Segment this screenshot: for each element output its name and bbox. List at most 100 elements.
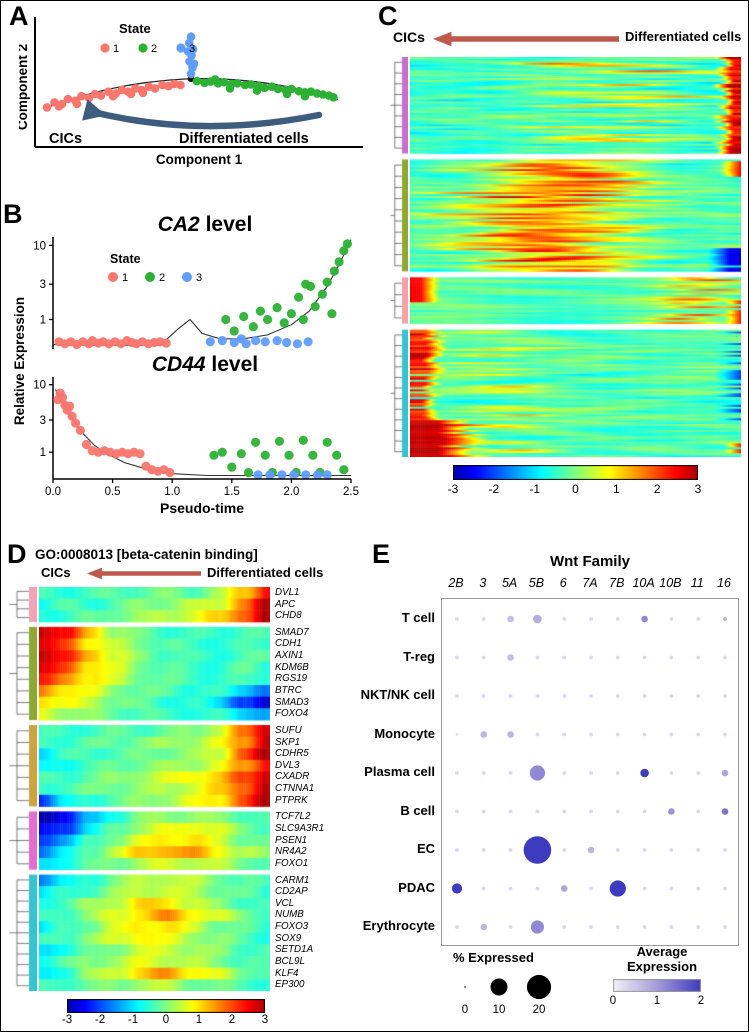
colorbar-tick: -2	[488, 482, 500, 496]
panel-d-label: D	[7, 539, 27, 569]
pct-expressed-legend-title: % Expressed	[453, 950, 534, 965]
colorbar-tick: 0	[572, 482, 579, 496]
svg-text:2: 2	[159, 272, 165, 284]
gene-label: SOX9	[275, 932, 302, 944]
svg-text:1: 1	[113, 43, 119, 55]
svg-text:CA2 level: CA2 level	[158, 213, 253, 236]
cell-type-label: EC	[416, 841, 435, 856]
gene-label: NUMB	[275, 909, 304, 921]
gene-label: CDHR5	[275, 748, 309, 760]
gene-label: KDM6B	[275, 661, 309, 673]
colorbar-tick: -3	[447, 482, 459, 496]
panel-c-cics-label: CICs	[393, 29, 425, 45]
cell-type-label: T cell	[401, 610, 435, 625]
wnt-column-header: 10B	[659, 576, 682, 590]
svg-text:0.5: 0.5	[105, 486, 121, 498]
svg-text:1: 1	[122, 272, 128, 284]
colorbar-tick: -2	[94, 1014, 106, 1026]
gene-label: FOXO3	[275, 921, 309, 932]
gene-label: CARM1	[275, 874, 310, 886]
expression-color-scale	[613, 979, 701, 992]
svg-text:Differentiated cells: Differentiated cells	[179, 131, 309, 147]
gene-label: DVL3	[275, 759, 300, 771]
svg-text:2.5: 2.5	[343, 486, 359, 498]
svg-text:10: 10	[33, 380, 46, 392]
left-arrow-icon	[433, 31, 619, 47]
svg-text:CD44 level: CD44 level	[152, 353, 258, 376]
cell-type-label: T-reg	[403, 648, 435, 664]
colorbar-tick: 0	[162, 1014, 170, 1026]
panel-d-diff-label: Differentiated cells	[207, 565, 324, 580]
cell-type-label: PDAC	[398, 879, 435, 895]
panel-d-gene-labels: DVL1 APC CHD8 SMAD7 CDH1 AXIN1 KDM6B RGS19 BTRC S…	[273, 587, 353, 991]
gene-label: TCF7L2	[275, 811, 311, 823]
panel-d-title: GO:0008013 [beta-catenin binding]	[35, 547, 258, 562]
panel-e-label: E	[372, 539, 391, 569]
avg-expression-legend-line2: Expression	[626, 958, 698, 974]
colorbar-tick: 3	[261, 1014, 269, 1026]
colorbar-tick: 2	[653, 482, 661, 496]
gene-label: SETD1A	[275, 944, 314, 956]
wnt-column-header: 16	[717, 576, 731, 590]
gene-label: FOXO4	[275, 708, 309, 720]
cell-type-label: NKT/NK cell	[360, 687, 435, 702]
wnt-column-header: 7A	[582, 576, 598, 590]
panel-e-title: Wnt Family	[549, 553, 630, 570]
gene-label: SLC9A3R1	[275, 822, 325, 834]
gene-label: PSEN1	[275, 834, 308, 846]
cell-type-label: Plasma cell	[364, 764, 435, 779]
svg-text:CICs: CICs	[49, 131, 82, 147]
gene-label: DVL1	[275, 586, 300, 598]
gene-label: CTNNA1	[275, 783, 315, 794]
panel-d-cics-label: CICs	[41, 565, 71, 580]
svg-text:3: 3	[40, 279, 46, 291]
svg-text:1: 1	[40, 447, 46, 459]
svg-text:10: 10	[33, 240, 46, 252]
svg-text:1.5: 1.5	[224, 486, 240, 498]
gene-label: CD2AP	[275, 886, 308, 898]
expression-scale-ticks: 0 1 2	[609, 995, 704, 1009]
wnt-column-header: 7B	[609, 576, 625, 590]
gene-label: CHD8	[275, 610, 302, 622]
panel-c-heatmap	[410, 57, 741, 457]
svg-text:1: 1	[40, 315, 46, 327]
panel-c-dendrogram	[390, 57, 408, 457]
wnt-column-header: 2B	[448, 576, 464, 590]
gene-label: SMAD3	[275, 696, 309, 708]
wnt-column-header: 3	[479, 576, 487, 590]
svg-text:Relative Expression: Relative Expression	[13, 297, 27, 425]
colorbar-tick: 1	[195, 1014, 203, 1026]
gene-label: CXADR	[275, 771, 310, 783]
wnt-column-header: 10A	[632, 576, 655, 590]
gene-label: NR4A2	[275, 846, 307, 858]
svg-text:Pseudo-time: Pseudo-time	[160, 500, 244, 516]
gene-label: PTPRK	[275, 794, 308, 806]
expression-tick: 0	[609, 995, 617, 1007]
colorbar-tick: 3	[694, 482, 702, 496]
wnt-column-header: 11	[690, 576, 704, 590]
svg-text:0.0: 0.0	[45, 486, 61, 498]
wnt-column-header: 5A	[501, 576, 518, 590]
panel-d-colorbar	[67, 999, 265, 1013]
svg-text:Component 2: Component 2	[19, 44, 30, 130]
colorbar-tick: -1	[529, 482, 541, 496]
colorbar-tick: -3	[61, 1014, 73, 1026]
panel-a-label: A	[9, 1, 29, 31]
panel-e-row-labels: T cell T-reg NKT/NK cell Monocyte Plasma cel…	[321, 598, 435, 946]
svg-text:3: 3	[189, 43, 195, 55]
panel-b-label: B	[3, 199, 23, 229]
gene-label: SKP1	[275, 736, 301, 748]
gene-label: BTRC	[275, 684, 302, 696]
colorbar-tick: 2	[228, 1014, 236, 1026]
panel-e-column-headers: 2B 3 5A 5B 6 7A 7B 10A 10B 11 16	[441, 577, 739, 595]
colorbar-tick: -1	[127, 1014, 139, 1026]
gene-label: BCL9L	[275, 955, 305, 967]
gene-label: CDH1	[275, 638, 302, 650]
svg-text:Component 1: Component 1	[156, 152, 243, 167]
wnt-column-header: 6	[559, 576, 567, 590]
panel-d-dendrogram	[9, 587, 37, 991]
svg-text:3: 3	[196, 272, 202, 284]
panel-d-colorbar-ticks: -3 -2 -1 0 1 2 3	[62, 1014, 269, 1029]
gene-label: RGS19	[275, 673, 308, 685]
